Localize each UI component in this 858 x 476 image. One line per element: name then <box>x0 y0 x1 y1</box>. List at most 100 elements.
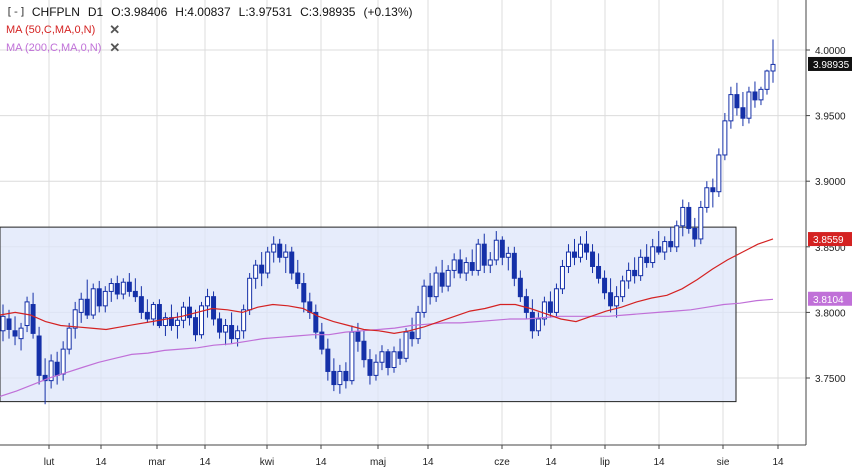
candle[interactable] <box>457 249 463 279</box>
candle[interactable] <box>475 238 481 276</box>
candle[interactable] <box>614 286 620 318</box>
candle[interactable] <box>511 246 517 287</box>
candle[interactable] <box>66 322 72 355</box>
candle[interactable] <box>319 322 325 355</box>
candle[interactable] <box>487 252 493 274</box>
candle[interactable] <box>686 202 692 234</box>
candle[interactable] <box>590 244 596 274</box>
candle[interactable] <box>553 283 559 318</box>
candle[interactable] <box>259 252 265 287</box>
candle[interactable] <box>608 278 614 313</box>
candle[interactable] <box>728 86 734 129</box>
candle[interactable] <box>710 178 716 208</box>
remove-ma200-icon[interactable]: ✕ <box>109 40 121 55</box>
candle[interactable] <box>559 259 565 295</box>
candle[interactable] <box>626 262 632 289</box>
collapse-toggle[interactable]: [-] <box>6 5 26 18</box>
candle[interactable] <box>770 39 776 83</box>
candle[interactable] <box>144 299 150 323</box>
candle[interactable] <box>241 304 247 339</box>
candle[interactable] <box>283 244 289 274</box>
candle[interactable] <box>662 236 668 260</box>
candle[interactable] <box>505 246 511 271</box>
candle[interactable] <box>343 362 349 389</box>
candle[interactable] <box>722 112 728 161</box>
candle[interactable] <box>205 288 211 318</box>
candle[interactable] <box>42 358 48 405</box>
candle[interactable] <box>674 220 680 253</box>
candle[interactable] <box>704 181 710 213</box>
candle[interactable] <box>692 217 698 247</box>
candle[interactable] <box>734 82 740 116</box>
candle[interactable] <box>138 286 144 319</box>
candle[interactable] <box>571 238 577 266</box>
candle[interactable] <box>217 312 223 339</box>
candle[interactable] <box>78 292 84 323</box>
candle[interactable] <box>764 69 770 95</box>
candle[interactable] <box>180 301 186 329</box>
candle[interactable] <box>186 296 192 326</box>
candle[interactable] <box>385 349 391 376</box>
candle[interactable] <box>102 286 108 313</box>
candle[interactable] <box>271 236 277 263</box>
candle[interactable] <box>740 91 746 127</box>
candle[interactable] <box>373 354 379 381</box>
candle[interactable] <box>523 288 529 319</box>
candle[interactable] <box>517 270 523 302</box>
candle[interactable] <box>547 291 553 318</box>
candle[interactable] <box>337 364 343 394</box>
candle[interactable] <box>72 301 78 339</box>
candle[interactable] <box>584 231 590 260</box>
candle[interactable] <box>668 227 674 253</box>
candle[interactable] <box>638 249 644 281</box>
candle[interactable] <box>565 244 571 274</box>
candle[interactable] <box>325 338 331 381</box>
candle[interactable] <box>439 259 445 293</box>
candle[interactable] <box>48 354 54 389</box>
candle[interactable] <box>331 358 337 392</box>
candle[interactable] <box>602 270 608 300</box>
candle[interactable] <box>253 259 259 289</box>
candle[interactable] <box>650 238 656 268</box>
candle[interactable] <box>223 318 229 346</box>
candle[interactable] <box>427 273 433 305</box>
candle[interactable] <box>265 246 271 279</box>
candle[interactable] <box>126 273 132 297</box>
candle[interactable] <box>90 283 96 319</box>
candle[interactable] <box>367 349 373 385</box>
candle[interactable] <box>451 253 457 279</box>
candle[interactable] <box>433 266 439 302</box>
candle[interactable] <box>0 304 6 342</box>
candle[interactable] <box>463 257 469 281</box>
candle[interactable] <box>499 236 505 266</box>
candle[interactable] <box>120 278 126 300</box>
candle[interactable] <box>421 279 427 318</box>
candle[interactable] <box>361 330 367 368</box>
candle[interactable] <box>391 346 397 373</box>
candle[interactable] <box>632 257 638 284</box>
candle[interactable] <box>301 273 307 313</box>
candle[interactable] <box>758 86 764 106</box>
candle[interactable] <box>36 326 42 385</box>
candle[interactable] <box>108 278 114 302</box>
candle[interactable] <box>199 301 205 339</box>
candle[interactable] <box>578 236 583 263</box>
candle[interactable] <box>596 253 602 284</box>
candle[interactable] <box>746 86 752 124</box>
candle[interactable] <box>84 279 90 319</box>
candle[interactable] <box>96 280 102 313</box>
candle[interactable] <box>162 312 168 337</box>
candle[interactable] <box>247 273 253 316</box>
candle[interactable] <box>541 296 547 326</box>
candle[interactable] <box>409 317 415 347</box>
candle[interactable] <box>620 275 626 302</box>
candle[interactable] <box>193 309 198 342</box>
remove-ma50-icon[interactable]: ✕ <box>109 22 121 37</box>
candle[interactable] <box>698 200 704 245</box>
candle[interactable] <box>397 338 403 365</box>
candle[interactable] <box>403 328 409 363</box>
candle[interactable] <box>12 316 18 346</box>
candle[interactable] <box>229 312 235 344</box>
